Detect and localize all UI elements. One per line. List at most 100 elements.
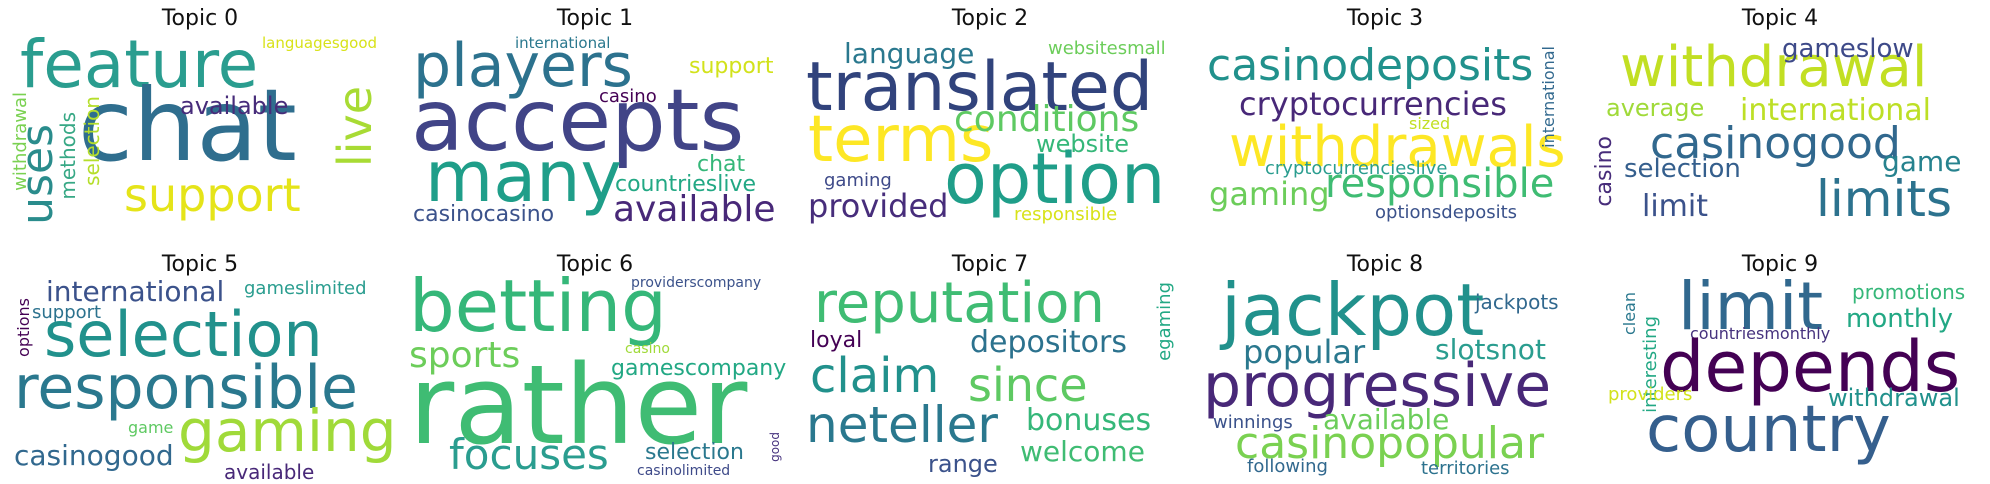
word-cloud: jackpot jackpots popular slotsnot progre… <box>1195 274 1575 482</box>
cloud-word: reputation <box>814 271 1105 336</box>
topic-panel-0: Topic 0 feature chat uses live support a… <box>10 6 390 225</box>
word-cloud: language websitesmall translated terms c… <box>800 36 1180 236</box>
cloud-word: good <box>768 432 782 462</box>
cloud-word: casino <box>599 86 657 107</box>
cloud-word: cryptocurrencieslive <box>1265 158 1448 179</box>
cloud-word: available <box>180 92 289 120</box>
cloud-word: claim <box>810 348 940 404</box>
cloud-word: casino <box>1592 136 1617 207</box>
cloud-word: bonuses <box>1026 403 1152 438</box>
cloud-word: methods <box>56 112 80 200</box>
cloud-word: gaming <box>824 170 892 191</box>
cloud-word: provided <box>808 187 949 225</box>
topic-panel-3: Topic 3 casinodeposits cryptocurrencies … <box>1195 6 1575 222</box>
panel-title: Topic 9 <box>1741 252 1819 277</box>
cloud-word: gamescompany <box>611 356 787 381</box>
cloud-word: terms <box>808 103 994 177</box>
word-cloud: withdrawal gameslow average internationa… <box>1590 36 1970 236</box>
cloud-word: selection <box>645 440 744 465</box>
cloud-word: gaming <box>178 397 397 465</box>
panel-title: Topic 1 <box>556 6 634 31</box>
cloud-word: international <box>1740 93 1931 128</box>
cloud-word: rather <box>409 341 748 469</box>
cloud-word: game <box>128 418 174 437</box>
cloud-word: monthly <box>1846 304 1953 334</box>
word-cloud: casinodeposits cryptocurrencies withdraw… <box>1195 36 1575 236</box>
cloud-word: territories <box>1421 458 1510 479</box>
cloud-word: translated <box>806 48 1154 127</box>
cloud-word: available <box>224 460 315 484</box>
cloud-word: limit <box>1678 268 1824 345</box>
cloud-word: neteller <box>806 396 998 454</box>
cloud-word: websitesmall <box>1048 38 1166 59</box>
cloud-word: providers <box>1608 384 1693 405</box>
cloud-word: casinocasino <box>413 202 555 227</box>
cloud-word: support <box>124 168 301 222</box>
topic-panel-9: Topic 9 limit promotions monthly countri… <box>1590 252 1970 462</box>
cloud-word: responsible <box>1014 204 1118 225</box>
topic-panel-4: Topic 4 withdrawal gameslow average inte… <box>1590 6 1970 224</box>
cloud-word: selection <box>1624 154 1741 184</box>
cloud-word: players <box>413 31 633 101</box>
word-cloud: players accepts many available support c… <box>405 36 785 236</box>
cloud-word: sports <box>409 335 521 376</box>
cloud-word: slotsnot <box>1435 333 1546 366</box>
cloud-word: conditions <box>954 99 1140 140</box>
cloud-word: available <box>613 189 776 230</box>
cloud-word: withdrawal <box>1620 35 1928 100</box>
panel-title: Topic 3 <box>1346 6 1424 31</box>
cloud-word: casino <box>625 341 670 357</box>
cloud-word: gameslow <box>1782 34 1914 64</box>
cloud-word: jackpots <box>1475 290 1559 314</box>
cloud-word: gameslimited <box>244 278 367 299</box>
word-cloud: limit promotions monthly countriesmonthl… <box>1590 274 1970 482</box>
cloud-word: jackpot <box>1221 268 1485 352</box>
cloud-word: international <box>46 275 225 308</box>
cloud-word: feature <box>20 26 259 103</box>
cloud-word: option <box>944 138 1166 220</box>
panel-title: Topic 0 <box>161 6 239 31</box>
cloud-word: withdrawals <box>1229 115 1566 180</box>
cloud-word: language <box>844 37 975 70</box>
cloud-word: countrieslive <box>615 172 757 197</box>
panel-title: Topic 2 <box>951 6 1029 31</box>
topic-panel-5: Topic 5 international gameslimited suppo… <box>10 252 397 482</box>
cloud-word: cryptocurrencies <box>1239 85 1507 123</box>
topic-panel-7: Topic 7 reputation loyal depositors egam… <box>800 252 1180 476</box>
cloud-word: clean <box>1620 292 1639 336</box>
cloud-word: selection <box>44 298 323 371</box>
cloud-word: winnings <box>1213 412 1293 433</box>
cloud-word: withdrawal <box>10 92 31 191</box>
cloud-word: country <box>1646 393 1891 467</box>
cloud-word: casinogood <box>14 439 174 472</box>
cloud-word: optionsdeposits <box>1375 202 1518 223</box>
cloud-word: since <box>968 358 1088 412</box>
cloud-word: range <box>928 450 998 478</box>
topic-panel-1: Topic 1 players accepts many available s… <box>405 6 785 228</box>
cloud-word: many <box>425 136 622 218</box>
panel-title: Topic 7 <box>951 252 1029 277</box>
cloud-word: focuses <box>449 430 609 479</box>
cloud-word: game <box>1882 145 1962 178</box>
cloud-word: chat <box>78 67 297 184</box>
cloud-word: international <box>515 34 611 52</box>
cloud-word: international <box>1539 46 1558 148</box>
cloud-word: responsible <box>14 353 358 423</box>
cloud-word: website <box>1036 130 1129 158</box>
cloud-word: depends <box>1660 326 1961 408</box>
cloud-word: selection <box>80 96 104 186</box>
cloud-word: betting <box>409 264 667 348</box>
topic-panel-8: Topic 8 jackpot jackpots popular slotsno… <box>1195 252 1575 478</box>
cloud-word: languagesgood <box>262 34 378 52</box>
cloud-word: chat <box>697 152 746 177</box>
cloud-word: welcome <box>1020 435 1145 468</box>
word-cloud: betting providerscompany sports casino g… <box>405 270 787 482</box>
cloud-word: progressive <box>1203 351 1552 421</box>
topic-panel-6: Topic 6 betting providerscompany sports … <box>405 252 786 478</box>
cloud-word: countriesmonthly <box>1690 324 1831 343</box>
cloud-word: popular <box>1243 333 1366 371</box>
cloud-word: casinogood <box>1650 118 1901 169</box>
cloud-word: available <box>1323 403 1450 436</box>
cloud-word: average <box>1606 94 1705 122</box>
cloud-word: withdrawal <box>1828 384 1960 412</box>
